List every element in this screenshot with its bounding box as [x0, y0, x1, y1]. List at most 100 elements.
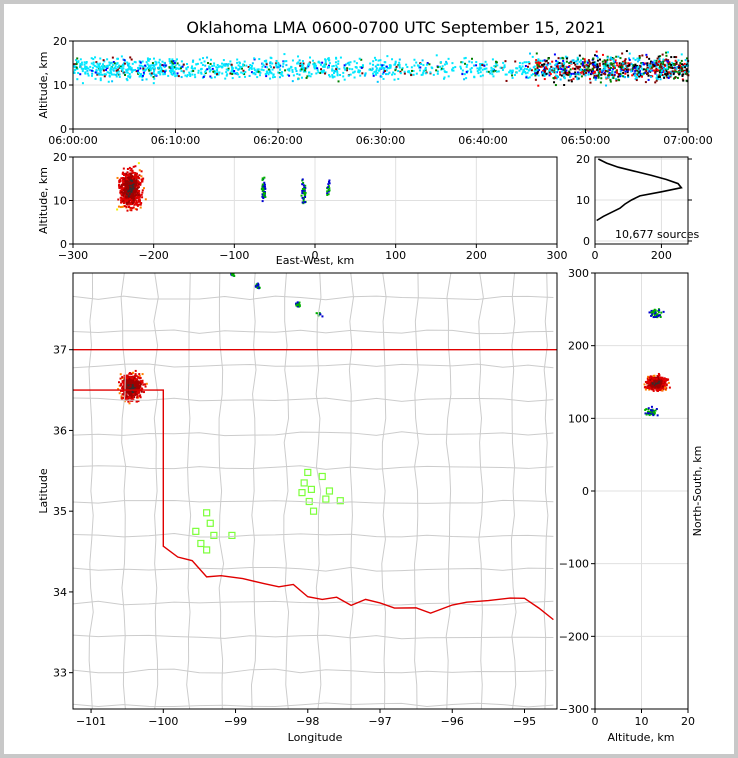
ta-source-point: [327, 64, 330, 67]
ew-source-point: [124, 176, 127, 179]
ta-source-point: [653, 59, 656, 62]
ta-source-point: [180, 70, 183, 73]
ta-source-point: [301, 64, 304, 67]
ew-source-point: [117, 205, 120, 208]
ta-source-point: [371, 67, 374, 70]
ta-source-point: [214, 71, 217, 74]
ta-source-point: [644, 81, 647, 84]
ta-source-point: [336, 71, 339, 74]
ta-source-point: [592, 57, 595, 60]
ta-source-point: [264, 65, 267, 68]
ta-source-point: [570, 62, 573, 65]
ta-source-point: [306, 75, 309, 78]
ta-source-point: [637, 72, 640, 75]
ta-source-point: [111, 64, 114, 67]
ta-source-point: [109, 70, 112, 73]
ta-source-point: [570, 80, 573, 83]
ta-source-point: [465, 77, 468, 80]
ta-source-point: [685, 63, 688, 66]
ns-source-point: [661, 387, 664, 390]
ta-source-point: [275, 59, 278, 62]
ta-source-point: [608, 69, 611, 72]
ta-source-point: [374, 58, 377, 61]
ta-source-point: [174, 64, 177, 67]
ta-source-point: [541, 65, 544, 68]
ew-source-point: [122, 167, 125, 170]
ew-source-point: [119, 206, 122, 209]
ta-source-point: [533, 70, 536, 73]
ta-source-point: [301, 62, 304, 65]
ns-source-point: [660, 378, 663, 381]
ew-source-point: [136, 176, 139, 179]
ns-source-point: [652, 316, 655, 319]
ta-source-point: [624, 67, 627, 70]
ta-source-point: [638, 56, 641, 59]
ew-source-point: [130, 192, 133, 195]
ew-source-point: [263, 183, 266, 186]
ta-source-point: [656, 69, 659, 72]
ew-source-point: [137, 180, 140, 183]
ta-source-point: [463, 73, 466, 76]
ns-source-point: [647, 407, 650, 410]
ta-source-point: [421, 59, 424, 62]
ta-source-point: [556, 65, 559, 68]
ta-source-point: [627, 68, 630, 71]
ew-source-point: [300, 194, 303, 197]
ta-source-point: [173, 72, 176, 75]
ta-source-point: [514, 60, 517, 63]
ta-source-point: [317, 61, 320, 64]
ta-source-point: [198, 58, 201, 61]
ns-source-point: [653, 315, 656, 318]
ta-source-point: [417, 64, 420, 67]
ta-source-point: [669, 72, 672, 75]
ew-source-point: [131, 179, 134, 182]
ta-source-point: [267, 68, 270, 71]
ta-source-point: [391, 58, 394, 61]
ta-source-point: [384, 61, 387, 64]
ta-source-point: [146, 67, 149, 70]
ta-source-point: [624, 58, 627, 61]
ta-source-point: [557, 67, 560, 70]
ta-source-point: [162, 70, 165, 73]
ta-source-point: [336, 74, 339, 77]
ta-source-point: [527, 69, 530, 72]
map-source-point: [139, 376, 142, 379]
ns-source-point: [663, 377, 666, 380]
ta-source-point: [372, 74, 375, 77]
ta-source-point: [575, 65, 578, 68]
ta-source-point: [662, 63, 665, 66]
county-line: [510, 272, 517, 710]
ta-source-point: [99, 69, 102, 72]
ta-source-point: [188, 71, 191, 74]
ta-source-point: [567, 65, 570, 68]
ta-source-point: [541, 70, 544, 73]
ta-source-point: [322, 69, 325, 72]
ta-source-point: [308, 62, 311, 65]
ta-source-point: [636, 67, 639, 70]
ta-source-point: [575, 73, 578, 76]
ta-source-point: [595, 74, 598, 77]
ta-source-point: [600, 69, 603, 72]
ta-source-point: [662, 75, 665, 78]
ta-source-point: [103, 75, 106, 78]
map-ytick-label: 33: [53, 667, 67, 680]
ns-source-point: [651, 409, 654, 412]
ta-source-point: [559, 71, 562, 74]
ta-source-point: [227, 69, 230, 72]
ta-source-point: [443, 76, 446, 79]
ta-source-point: [302, 68, 305, 71]
ta-source-point: [481, 68, 484, 71]
ew-source-point: [138, 195, 141, 198]
map-source-point: [122, 397, 125, 400]
ew-source-point: [130, 209, 133, 212]
ew-source-point: [128, 177, 131, 180]
ta-source-point: [82, 67, 85, 70]
ta-source-point: [447, 75, 450, 78]
ns-axes-frame: [594, 272, 689, 710]
ta-source-point: [290, 66, 293, 69]
ta-source-point: [191, 65, 194, 68]
ta-source-point: [432, 73, 435, 76]
ta-source-point: [148, 72, 151, 75]
ta-source-point: [593, 54, 596, 57]
ta-source-point: [388, 71, 391, 74]
